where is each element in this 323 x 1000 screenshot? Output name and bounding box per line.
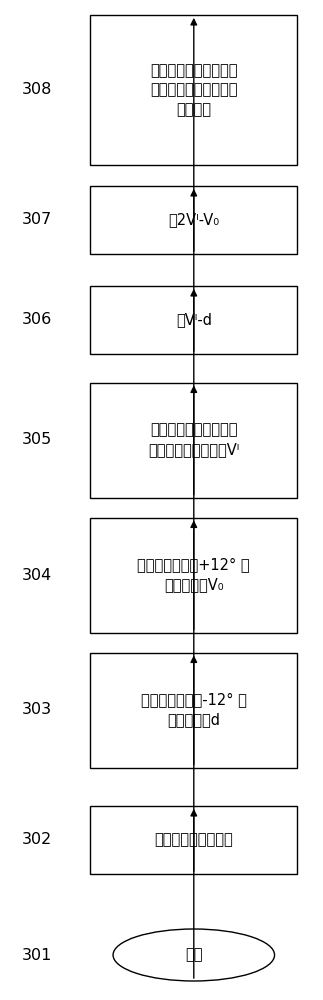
FancyBboxPatch shape [90,382,297,497]
Text: 开始: 开始 [185,948,203,962]
Text: 依次加载预设置的编码
模板时，记输出电压Vᴵ: 依次加载预设置的编码 模板时，记输出电压Vᴵ [148,423,239,457]
Text: 302: 302 [22,832,52,848]
Text: 接收传输装置的数据: 接收传输装置的数据 [154,832,233,848]
Text: 305: 305 [22,432,52,448]
FancyBboxPatch shape [90,806,297,874]
Text: 303: 303 [22,702,52,718]
Text: 记所有微镜转至+12° 时
的输出电压V₀: 记所有微镜转至+12° 时 的输出电压V₀ [138,558,250,592]
FancyBboxPatch shape [90,15,297,165]
Text: 令Vᴵ-d: 令Vᴵ-d [176,312,212,328]
Text: 根据预先选定的测量矩
阵、重构算法，重构出
原始光谱: 根据预先选定的测量矩 阵、重构算法，重构出 原始光谱 [150,63,237,117]
Text: 301: 301 [22,948,52,962]
Text: 304: 304 [22,568,52,582]
Ellipse shape [113,929,275,981]
Text: 306: 306 [22,312,52,328]
Text: 307: 307 [22,213,52,228]
FancyBboxPatch shape [90,518,297,633]
Text: 记所有微镜转至-12° 时
的输出电压d: 记所有微镜转至-12° 时 的输出电压d [141,693,247,727]
Text: 308: 308 [22,83,52,98]
FancyBboxPatch shape [90,186,297,254]
FancyBboxPatch shape [90,652,297,768]
FancyBboxPatch shape [90,286,297,354]
Text: 令2Vᴵ-V₀: 令2Vᴵ-V₀ [168,213,219,228]
